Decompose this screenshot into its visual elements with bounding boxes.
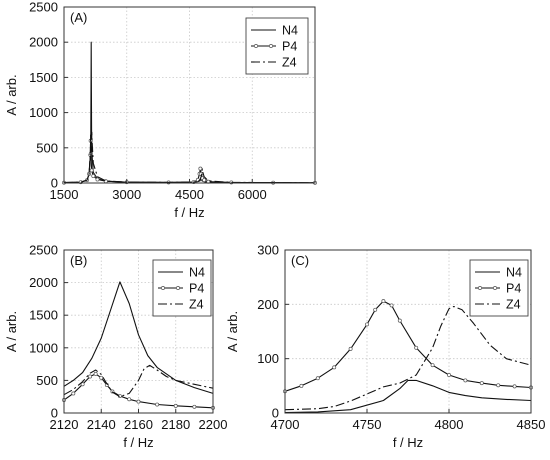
legend: N4 P4 Z4 [245,17,309,75]
series-marker-p4 [373,307,378,312]
y-axis-label: A / arb. [225,311,240,352]
x-tick-label: 2180 [161,417,190,432]
y-tick-label: 300 [257,243,279,258]
series-marker-p4 [80,382,85,387]
y-axis-label: A / arb. [4,74,19,115]
legend-label-n4: N4 [282,24,298,38]
legend-label-z4: Z4 [282,56,297,70]
x-tick-label: 4500 [175,187,204,202]
series-marker-p4 [430,363,435,368]
plot-frame [284,249,532,414]
legend: N4 P4 Z4 [152,259,212,317]
series-line-n4 [284,379,532,414]
legend-marker-p4 [269,44,273,48]
legend-marker-p4 [493,286,497,290]
series-marker-p4 [348,346,353,351]
legend: N4 P4 Z4 [469,259,529,317]
series-marker-p4 [173,403,178,408]
y-tick-label: 200 [257,297,279,312]
y-tick-label: 500 [36,373,58,388]
x-tick-label: 2200 [199,417,228,432]
x-tick-label: 3000 [112,187,141,202]
series-marker-p4 [389,303,394,308]
series-marker-p4 [397,318,402,323]
x-tick-label: 4700 [271,417,300,432]
series-marker-p4 [332,365,337,370]
legend-label-p4: P4 [282,40,297,54]
chart-panel-b: 2120 2140 2160 2180 2200 0 500 1000 1500 2000 2500… [4,243,227,451]
panel-label: (B) [70,253,87,268]
chart-panel-a: 1500 3000 4500 6000 0 500 1000 1500 2000 2500 f / … [4,0,317,220]
panel-label: (A) [70,10,87,25]
y-tick-label: 1500 [29,70,58,85]
series-marker-p4 [99,375,104,380]
series-line-n4 [63,281,214,394]
series-line-p4 [284,300,532,392]
y-tick-label: 500 [36,140,58,155]
legend-marker-p4 [161,286,165,290]
y-tick-label: 0 [51,406,58,421]
series-marker-p4 [71,391,76,396]
legend-label-p4: P4 [189,282,204,296]
legend-label-n4: N4 [189,266,205,280]
series-marker-p4 [381,299,386,304]
series-line-z4 [284,305,532,411]
x-tick-label: 1500 [50,187,79,202]
series-marker-p4 [95,177,100,182]
x-tick-label: 2160 [124,417,153,432]
x-axis-label: f / Hz [123,435,153,450]
series-marker-p4 [447,373,451,377]
y-tick-label: 2000 [29,35,58,50]
series-marker-p4 [88,374,93,379]
series-marker-p4 [479,381,484,386]
series-marker-p4 [365,322,369,327]
x-tick-label: 2140 [87,417,116,432]
legend-label-n4: N4 [506,266,522,280]
legend-label-z4: Z4 [189,298,204,312]
y-tick-label: 0 [51,176,58,191]
y-tick-label: 2500 [29,0,58,15]
legend-label-z4: Z4 [506,298,521,312]
series-marker-p4 [127,397,132,402]
series-line-z4 [63,364,214,398]
series-marker-p4 [202,178,207,183]
y-tick-label: 1000 [29,340,58,355]
x-tick-label: 4800 [435,417,464,432]
series-marker-p4 [198,166,203,171]
x-tick-label: 6000 [238,187,267,202]
y-axis-label: A / arb. [4,311,19,352]
y-tick-label: 1500 [29,308,58,323]
y-tick-label: 0 [272,406,279,421]
series-marker-p4 [496,383,501,388]
legend-marker-p4 [478,286,482,290]
series-marker-p4 [315,376,320,381]
series-marker-p4 [414,345,419,350]
series-marker-p4 [192,404,197,409]
series-marker-p4 [91,174,96,178]
legend-marker-p4 [176,286,180,290]
y-tick-label: 100 [257,351,279,366]
y-tick-label: 1000 [29,105,58,120]
series-marker-p4 [512,384,517,389]
panel-label: (C) [291,253,309,268]
x-axis-label: f / Hz [393,435,423,450]
series-marker-p4 [155,402,160,407]
series-marker-p4 [136,399,141,404]
legend-marker-p4 [254,44,258,48]
y-tick-label: 2500 [29,243,58,258]
series-marker-p4 [463,378,468,383]
x-axis-label: f / Hz [174,205,204,220]
legend-label-p4: P4 [506,282,521,296]
x-tick-label: 4850 [517,417,546,432]
series-marker-p4 [89,168,94,173]
chart-panel-c: 4700 4750 4800 4850 0 100 200 300 f / Hz A / arb.… [225,243,545,451]
series-marker-p4 [93,371,98,376]
x-tick-label: 2120 [50,417,79,432]
y-tick-label: 2000 [29,275,58,290]
series-line-z4 [63,131,316,184]
x-tick-label: 4750 [353,417,382,432]
series-marker-p4 [299,383,304,388]
